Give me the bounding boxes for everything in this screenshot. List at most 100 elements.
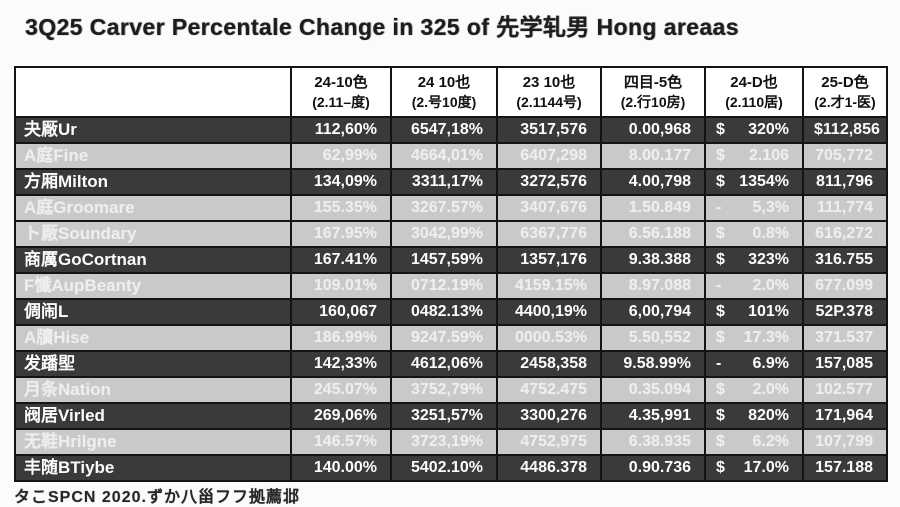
cell-value: 811,796 [802,168,888,196]
cell-value: 2458,358 [496,350,602,378]
cell-value: $2.106 [704,142,804,170]
cell-value: 3251,57% [390,402,498,430]
cell-value: $2.0% [704,376,804,404]
row-label: 月条Nation [14,376,292,404]
cell-value: 0482.13% [390,298,498,326]
table-row: A庭Fine 62,99% 4664,01% 6407,298 8.00.177 $2.1… [14,142,888,170]
cell-value: 705,772 [802,142,888,170]
cell-value: 6,00,794 [600,298,706,326]
table-row: 阀居Virled 269,06% 3251,57% 3300,276 4.35,991 $… [14,402,888,430]
cell-value: 9.38.388 [600,246,706,274]
cell-value: 0.90.736 [600,454,706,482]
cell-value: $320% [704,116,804,144]
cell-value: 4400,19% [496,298,602,326]
row-label: 方厢Milton [14,168,292,196]
cell-value: 171,964 [802,402,888,430]
cell-value: $323% [704,246,804,274]
cell-value: 4752.475 [496,376,602,404]
cell-value: 6407,298 [496,142,602,170]
cell-value: 6367,776 [496,220,602,248]
table-row: 倜闹L 160,067 0482.13% 4400,19% 6,00,794 $101% 5… [14,298,888,326]
cell-value: 0712.19% [390,272,498,300]
cell-value: 167.41% [290,246,392,274]
table-row: 商厲GoCortnan 167.41% 1457,59% 1357,176 9.38.3… [14,246,888,274]
row-label: 商厲GoCortnan [14,246,292,274]
cell-value: 269,06% [290,402,392,430]
cell-value: 5402.10% [390,454,498,482]
table-row: F懺AupBeanty 109.01% 0712.19% 4159.15% 8.97.0… [14,272,888,300]
cell-value: 6547,18% [390,116,498,144]
cell-value: 142,33% [290,350,392,378]
cell-value: 4159.15% [496,272,602,300]
row-label: A庭Fine [14,142,292,170]
row-label: F懺AupBeanty [14,272,292,300]
column-header [14,66,292,118]
cell-value: 4664,01% [390,142,498,170]
cell-value: $820% [704,402,804,430]
cell-value: $0.8% [704,220,804,248]
cell-value: $101% [704,298,804,326]
table-row: 丰随BTiybe 140.00% 5402.10% 4486.378 0.90.736 $… [14,454,888,482]
cell-value: 3407,676 [496,194,602,222]
cell-value: 157.188 [802,454,888,482]
cell-value: 3272,576 [496,168,602,196]
cell-value: 245.07% [290,376,392,404]
cell-value: 5.50,552 [600,324,706,352]
cell-value: -2.0% [704,272,804,300]
column-header: 四目-5色 (2.行10房) [600,66,706,118]
column-header: 24-10色 (2.11–度) [290,66,392,118]
cell-value: 107,799 [802,428,888,456]
table-row: 月条Nation 245.07% 3752,79% 4752.475 0.35.094 $… [14,376,888,404]
cell-value: 3267.57% [390,194,498,222]
cell-value: 9.58.99% [600,350,706,378]
row-label: A牘Hise [14,324,292,352]
page-title: 3Q25 Carver Percentale Change in 325 of … [25,14,739,40]
cell-value: 6.56.188 [600,220,706,248]
row-label: 发蹯堲 [14,350,292,378]
cell-value: 0.35.094 [600,376,706,404]
row-label: 倜闹L [14,298,292,326]
table-row: 发蹯堲 142,33% 4612,06% 2458,358 9.58.99% -6.9% 1… [14,350,888,378]
cell-value: 616,272 [802,220,888,248]
column-header: 23 10也 (2.1144号) [496,66,602,118]
cell-value: 155.35% [290,194,392,222]
cell-value: 160,067 [290,298,392,326]
column-header: 24-D也 (2.110居) [704,66,804,118]
cell-value: 3517,576 [496,116,602,144]
data-table: 24-10色 (2.11–度) 24 10也 (2.号10度) 23 10也 (2.114… [14,66,888,482]
cell-value: 3723,19% [390,428,498,456]
cell-value: 111,774 [802,194,888,222]
table-header-row: 24-10色 (2.11–度) 24 10也 (2.号10度) 23 10也 (2.114… [14,66,888,118]
row-label: 无鞋Hrilgne [14,428,292,456]
row-label: 阀居Virled [14,402,292,430]
cell-value: 3311,17% [390,168,498,196]
cell-value: 8.97.088 [600,272,706,300]
cell-value: 4752,975 [496,428,602,456]
cell-value: 134,09% [290,168,392,196]
source-note: タこSPCN 2020.ずか八甾フフ拠薦邶 [14,489,300,506]
cell-value: 3300,276 [496,402,602,430]
cell-value: 4486.378 [496,454,602,482]
cell-value: 1.50.849 [600,194,706,222]
cell-value: 4.35,991 [600,402,706,430]
row-label: ト厰Soundary [14,220,292,248]
cell-value: 371.537 [802,324,888,352]
cell-value: -6.9% [704,350,804,378]
cell-value: $17.0% [704,454,804,482]
cell-value: 167.95% [290,220,392,248]
row-label: A庭Groomare [14,194,292,222]
table-row: 无鞋Hrilgne 146.57% 3723,19% 4752,975 6.38.935… [14,428,888,456]
table-row: 方厢Milton 134,09% 3311,17% 3272,576 4.00,798 $… [14,168,888,196]
cell-value: 112,60% [290,116,392,144]
cell-value: 6.38.935 [600,428,706,456]
cell-value: $1354% [704,168,804,196]
table-row: A庭Groomare 155.35% 3267.57% 3407,676 1.50.84… [14,194,888,222]
cell-value: 3752,79% [390,376,498,404]
cell-value: $17.3% [704,324,804,352]
cell-value: 0000.53% [496,324,602,352]
cell-value: 1357,176 [496,246,602,274]
cell-value: 102.577 [802,376,888,404]
cell-value: -5,3% [704,194,804,222]
column-header: 25-D色 (2.才1-医) [802,66,888,118]
column-header: 24 10也 (2.号10度) [390,66,498,118]
